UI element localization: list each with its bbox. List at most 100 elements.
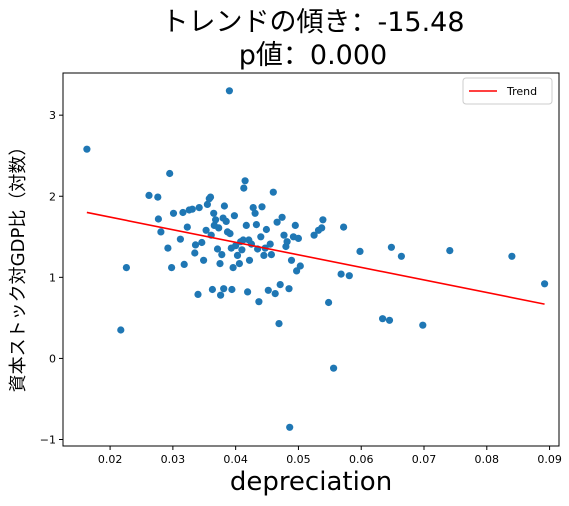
data-point (285, 285, 293, 293)
y-tick-label: 1 (49, 271, 56, 284)
data-point (385, 316, 394, 324)
data-point (286, 423, 294, 431)
data-point (180, 260, 188, 268)
data-point (337, 270, 345, 278)
data-point (379, 315, 387, 323)
data-point (240, 184, 248, 192)
data-points (83, 87, 549, 431)
data-point (220, 285, 228, 293)
data-point (202, 226, 210, 234)
legend: Trend (462, 77, 553, 105)
data-point (273, 218, 281, 226)
y-tick-label: 2 (49, 190, 56, 203)
data-point (220, 202, 228, 210)
data-point (387, 243, 395, 251)
data-point (262, 225, 270, 234)
data-point (194, 290, 202, 298)
x-tick-label: 0.04 (223, 453, 248, 466)
data-point (213, 245, 222, 253)
data-point (122, 264, 130, 272)
data-point (242, 221, 250, 229)
data-point (541, 280, 549, 288)
x-tick-label: 0.06 (349, 453, 374, 466)
data-point (340, 223, 348, 231)
data-point (191, 241, 200, 249)
data-point (260, 251, 268, 259)
data-point (296, 262, 304, 270)
trend-line-group (86, 211, 545, 305)
data-point (228, 285, 236, 294)
chart-title-line2: p値：0.000 (239, 40, 387, 71)
data-point (179, 208, 187, 217)
data-point (188, 205, 196, 213)
data-point (145, 191, 153, 199)
data-point (255, 298, 263, 306)
data-point (191, 249, 199, 257)
data-point (345, 272, 353, 280)
x-axis-label: depreciation (230, 467, 392, 497)
data-point (293, 267, 301, 275)
data-point (168, 264, 176, 272)
data-point (244, 288, 252, 296)
data-point (215, 224, 223, 232)
data-point (198, 238, 206, 247)
data-point (283, 238, 291, 246)
y-axis-ticks: −1 0 1 2 3 (40, 109, 63, 447)
plot-frame (62, 72, 560, 447)
data-point (245, 256, 254, 264)
chart-title-line1: トレンドの傾き：-15.48 (161, 7, 464, 38)
data-point (267, 251, 275, 259)
x-tick-label: 0.09 (537, 453, 562, 466)
data-point (225, 87, 233, 95)
data-point (356, 247, 364, 255)
data-point (252, 221, 260, 229)
data-point (169, 209, 178, 217)
y-axis-label: 資本ストック対GDP比（対数） (8, 138, 29, 393)
data-point (280, 231, 288, 239)
data-point (195, 204, 203, 212)
data-point (294, 234, 302, 242)
data-point (218, 251, 226, 259)
data-point (166, 169, 174, 178)
data-point (278, 213, 286, 221)
data-point (217, 291, 225, 299)
plot-area (63, 73, 559, 446)
data-point (233, 251, 242, 259)
data-point (318, 224, 326, 232)
y-tick-label: −1 (40, 434, 56, 447)
data-point (157, 228, 165, 236)
data-point (210, 209, 218, 217)
data-point (319, 216, 327, 224)
data-point (83, 145, 91, 153)
data-point (419, 321, 427, 329)
data-point (235, 260, 243, 268)
data-point (183, 223, 191, 231)
data-point (208, 285, 216, 294)
data-point (508, 252, 516, 260)
data-point (330, 364, 338, 372)
data-point (266, 240, 274, 248)
data-point (287, 256, 296, 264)
data-point (251, 209, 259, 217)
data-point (397, 252, 405, 260)
data-point (176, 235, 184, 243)
legend-trend-label: Trend (506, 85, 537, 98)
data-point (232, 242, 240, 250)
data-point (275, 320, 283, 328)
x-tick-label: 0.07 (412, 453, 437, 466)
data-point (264, 286, 272, 294)
legend-box (462, 77, 553, 105)
x-tick-label: 0.08 (475, 453, 500, 466)
data-point (200, 256, 208, 264)
data-point (154, 193, 162, 201)
data-point (325, 298, 333, 307)
data-point (276, 281, 284, 289)
data-point (203, 200, 211, 208)
data-point (258, 203, 266, 211)
data-point (310, 231, 318, 239)
trend-line (86, 211, 545, 305)
data-point (230, 212, 238, 220)
data-point (229, 264, 237, 272)
data-point (222, 217, 230, 225)
data-point (241, 177, 249, 185)
